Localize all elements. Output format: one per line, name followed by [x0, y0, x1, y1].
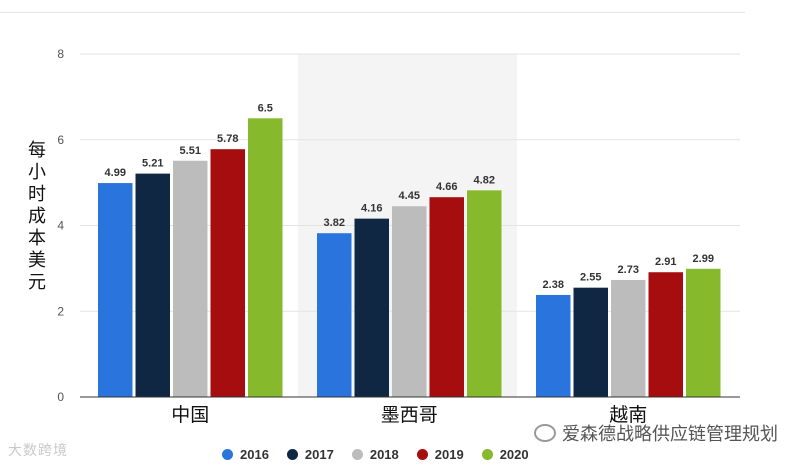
bar-label: 5.21	[142, 158, 163, 170]
bars	[98, 118, 721, 397]
x-tick-label: 中国	[171, 404, 209, 426]
bar-2018-0	[173, 160, 208, 397]
bar-2016-0	[98, 183, 133, 397]
x-tick-labels: 中国 墨西哥 越南	[171, 404, 647, 426]
bar-label: 2.55	[580, 272, 601, 284]
watermark-right: 爱森德战略供应链管理规划	[534, 420, 778, 446]
legend: 2016 2017 2018 2019 2020	[222, 444, 529, 464]
legend-label: 2019	[434, 446, 464, 462]
y-tick-label: 2	[57, 304, 64, 318]
legend-dot	[351, 448, 363, 460]
y-axis-label-char: 小	[28, 162, 46, 183]
y-axis-label-char: 美	[28, 250, 46, 271]
wechat-icon	[534, 424, 556, 442]
bar-2017-1	[354, 218, 389, 397]
chart-top-line	[0, 12, 745, 13]
y-axis-label-char: 时	[28, 184, 46, 205]
bar-label: 2.99	[693, 253, 714, 265]
legend-label: 2018	[369, 446, 399, 462]
bar-label: 5.51	[180, 145, 201, 157]
legend-dot	[286, 448, 298, 460]
bar-2018-1	[392, 206, 427, 397]
bar-label: 2.91	[655, 256, 676, 268]
bar-2019-1	[429, 197, 464, 397]
bar-label: 4.45	[399, 190, 420, 202]
legend-dot	[481, 448, 493, 460]
legend-item-2019: 2019	[416, 446, 464, 462]
y-tick-label: 6	[57, 133, 64, 147]
bar-labels: 4.99 5.21 5.51 5.78 6.5 3.82 4.16 4.45 4.66 4.82 2…	[105, 102, 714, 291]
bar-label: 4.82	[474, 174, 495, 186]
bar-2017-0	[135, 173, 170, 397]
y-tick-labels: 0 2 4 6 8	[57, 47, 64, 404]
legend-item-2020: 2020	[481, 446, 529, 462]
bar-2019-0	[210, 149, 245, 397]
bar-2020-1	[467, 190, 502, 397]
bar-label: 4.16	[361, 203, 382, 215]
y-tick-label: 0	[57, 390, 64, 404]
legend-label: 2020	[499, 446, 529, 462]
y-tick-label: 4	[57, 219, 64, 233]
watermark-right-text: 爱森德战略供应链管理规划	[562, 424, 778, 445]
bar-label: 5.78	[217, 133, 238, 145]
bar-2017-2	[573, 287, 608, 397]
y-axis-label: 每小时成本美元	[22, 140, 52, 294]
bar-label: 4.99	[105, 167, 126, 179]
bar-2020-0	[248, 118, 283, 397]
x-tick-label: 墨西哥	[381, 404, 438, 426]
legend-label: 2017	[304, 446, 334, 462]
bar-label: 2.38	[543, 279, 564, 291]
bar-2020-2	[686, 268, 721, 397]
y-axis-label-char: 成	[28, 206, 46, 227]
bar-label: 2.73	[618, 264, 639, 276]
y-axis-label-char: 本	[28, 228, 46, 249]
bar-label: 6.5	[258, 102, 273, 114]
bar-label: 4.66	[436, 181, 457, 193]
bar-2016-1	[317, 233, 352, 397]
legend-label: 2016	[240, 446, 269, 462]
bar-chart: 0 2 4 6 8 4.99 5.21 5.51 5.78 6.5 3.82 4.16 4.45 4.6…	[0, 12, 745, 426]
legend-item-2018: 2018	[351, 446, 399, 462]
watermark-left: 大数跨境	[8, 443, 68, 459]
bar-2018-2	[611, 279, 646, 397]
legend-dot	[416, 448, 428, 460]
bar-2019-2	[648, 272, 683, 397]
y-axis-label-char: 元	[28, 272, 46, 293]
bar-2016-2	[536, 294, 571, 397]
legend-dot	[222, 448, 233, 460]
legend-item-2017: 2017	[286, 446, 334, 462]
legend-item-2016: 2016	[222, 447, 269, 462]
y-tick-label: 8	[57, 47, 64, 61]
y-axis-label-char: 每	[28, 140, 46, 161]
bar-label: 3.82	[324, 217, 345, 229]
x-tick-label: 越南	[609, 404, 647, 426]
